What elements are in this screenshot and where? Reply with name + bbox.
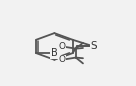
Text: B: B: [51, 48, 58, 58]
Text: O: O: [58, 55, 65, 64]
Text: S: S: [90, 41, 97, 51]
Text: O: O: [58, 42, 65, 51]
